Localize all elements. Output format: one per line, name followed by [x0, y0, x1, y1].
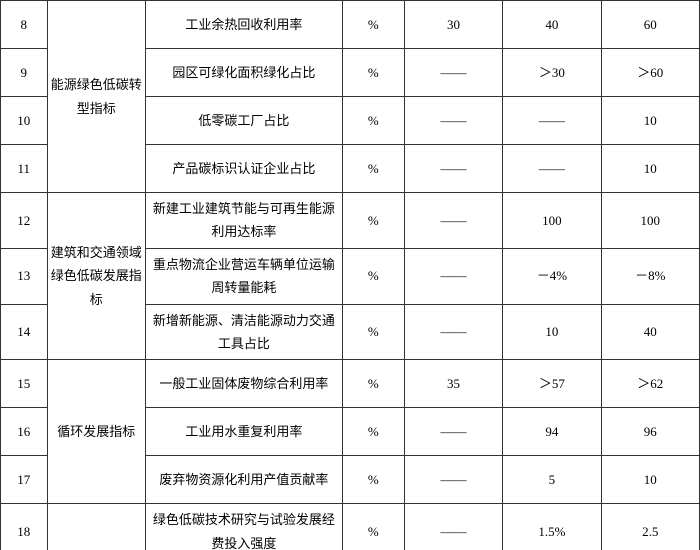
value-cell: 94 — [503, 408, 601, 456]
indicator-cell: 低零碳工厂占比 — [145, 97, 342, 145]
value-cell: －8% — [601, 248, 699, 304]
indicator-cell: 一般工业固体废物综合利用率 — [145, 360, 342, 408]
table-row: 18 绿色低碳技术研究与试验发展经费投入强度 % —— 1.5% 2.5 — [1, 504, 700, 550]
unit-cell: % — [342, 360, 404, 408]
value-cell: ＞57 — [503, 360, 601, 408]
value-cell: 1.5% — [503, 504, 601, 550]
indicator-cell: 重点物流企业营运车辆单位运输周转量能耗 — [145, 248, 342, 304]
value-cell: 10 — [601, 145, 699, 193]
category-cell-cycle: 循环发展指标 — [47, 360, 145, 504]
value-cell: 60 — [601, 1, 699, 49]
table-row: 15 循环发展指标 一般工业固体废物综合利用率 % 35 ＞57 ＞62 — [1, 360, 700, 408]
unit-cell: % — [342, 97, 404, 145]
value-cell: 30 — [404, 1, 502, 49]
value-cell: 100 — [601, 193, 699, 249]
value-cell: —— — [404, 248, 502, 304]
value-cell: 35 — [404, 360, 502, 408]
indicator-cell: 产品碳标识认证企业占比 — [145, 145, 342, 193]
unit-cell: % — [342, 456, 404, 504]
value-cell: 100 — [503, 193, 601, 249]
value-cell: —— — [404, 408, 502, 456]
value-cell: 10 — [601, 456, 699, 504]
indicator-table: 8 能源绿色低碳转型指标 工业余热回收利用率 % 30 40 60 9 园区可绿… — [0, 0, 700, 550]
row-index: 10 — [1, 97, 48, 145]
indicator-cell: 废弃物资源化利用产值贡献率 — [145, 456, 342, 504]
value-cell: 96 — [601, 408, 699, 456]
row-index: 15 — [1, 360, 48, 408]
value-cell: —— — [404, 49, 502, 97]
unit-cell: % — [342, 145, 404, 193]
row-index: 12 — [1, 193, 48, 249]
value-cell: 10 — [503, 304, 601, 360]
unit-cell: % — [342, 248, 404, 304]
row-index: 17 — [1, 456, 48, 504]
unit-cell: % — [342, 504, 404, 550]
row-index: 11 — [1, 145, 48, 193]
category-cell-empty — [47, 504, 145, 550]
row-index: 16 — [1, 408, 48, 456]
indicator-cell: 新增新能源、清洁能源动力交通工具占比 — [145, 304, 342, 360]
value-cell: 40 — [503, 1, 601, 49]
value-cell: —— — [404, 504, 502, 550]
value-cell: 40 — [601, 304, 699, 360]
indicator-cell: 绿色低碳技术研究与试验发展经费投入强度 — [145, 504, 342, 550]
unit-cell: % — [342, 408, 404, 456]
category-cell-building: 建筑和交通领域绿色低碳发展指标 — [47, 193, 145, 360]
value-cell: －4% — [503, 248, 601, 304]
value-cell: —— — [503, 145, 601, 193]
value-cell: ＞60 — [601, 49, 699, 97]
row-index: 8 — [1, 1, 48, 49]
unit-cell: % — [342, 1, 404, 49]
unit-cell: % — [342, 193, 404, 249]
row-index: 9 — [1, 49, 48, 97]
table-row: 12 建筑和交通领域绿色低碳发展指标 新建工业建筑节能与可再生能源利用达标率 %… — [1, 193, 700, 249]
row-index: 13 — [1, 248, 48, 304]
value-cell: 2.5 — [601, 504, 699, 550]
unit-cell: % — [342, 49, 404, 97]
value-cell: ＞62 — [601, 360, 699, 408]
indicator-cell: 新建工业建筑节能与可再生能源利用达标率 — [145, 193, 342, 249]
value-cell: —— — [404, 456, 502, 504]
indicator-cell: 工业用水重复利用率 — [145, 408, 342, 456]
value-cell: —— — [404, 193, 502, 249]
row-index: 14 — [1, 304, 48, 360]
value-cell: 5 — [503, 456, 601, 504]
indicator-cell: 园区可绿化面积绿化占比 — [145, 49, 342, 97]
unit-cell: % — [342, 304, 404, 360]
indicator-cell: 工业余热回收利用率 — [145, 1, 342, 49]
value-cell: —— — [503, 97, 601, 145]
row-index: 18 — [1, 504, 48, 550]
value-cell: —— — [404, 304, 502, 360]
value-cell: ＞30 — [503, 49, 601, 97]
value-cell: 10 — [601, 97, 699, 145]
table-row: 8 能源绿色低碳转型指标 工业余热回收利用率 % 30 40 60 — [1, 1, 700, 49]
category-cell-energy: 能源绿色低碳转型指标 — [47, 1, 145, 193]
value-cell: —— — [404, 97, 502, 145]
value-cell: —— — [404, 145, 502, 193]
indicator-table-wrap: 8 能源绿色低碳转型指标 工业余热回收利用率 % 30 40 60 9 园区可绿… — [0, 0, 700, 550]
